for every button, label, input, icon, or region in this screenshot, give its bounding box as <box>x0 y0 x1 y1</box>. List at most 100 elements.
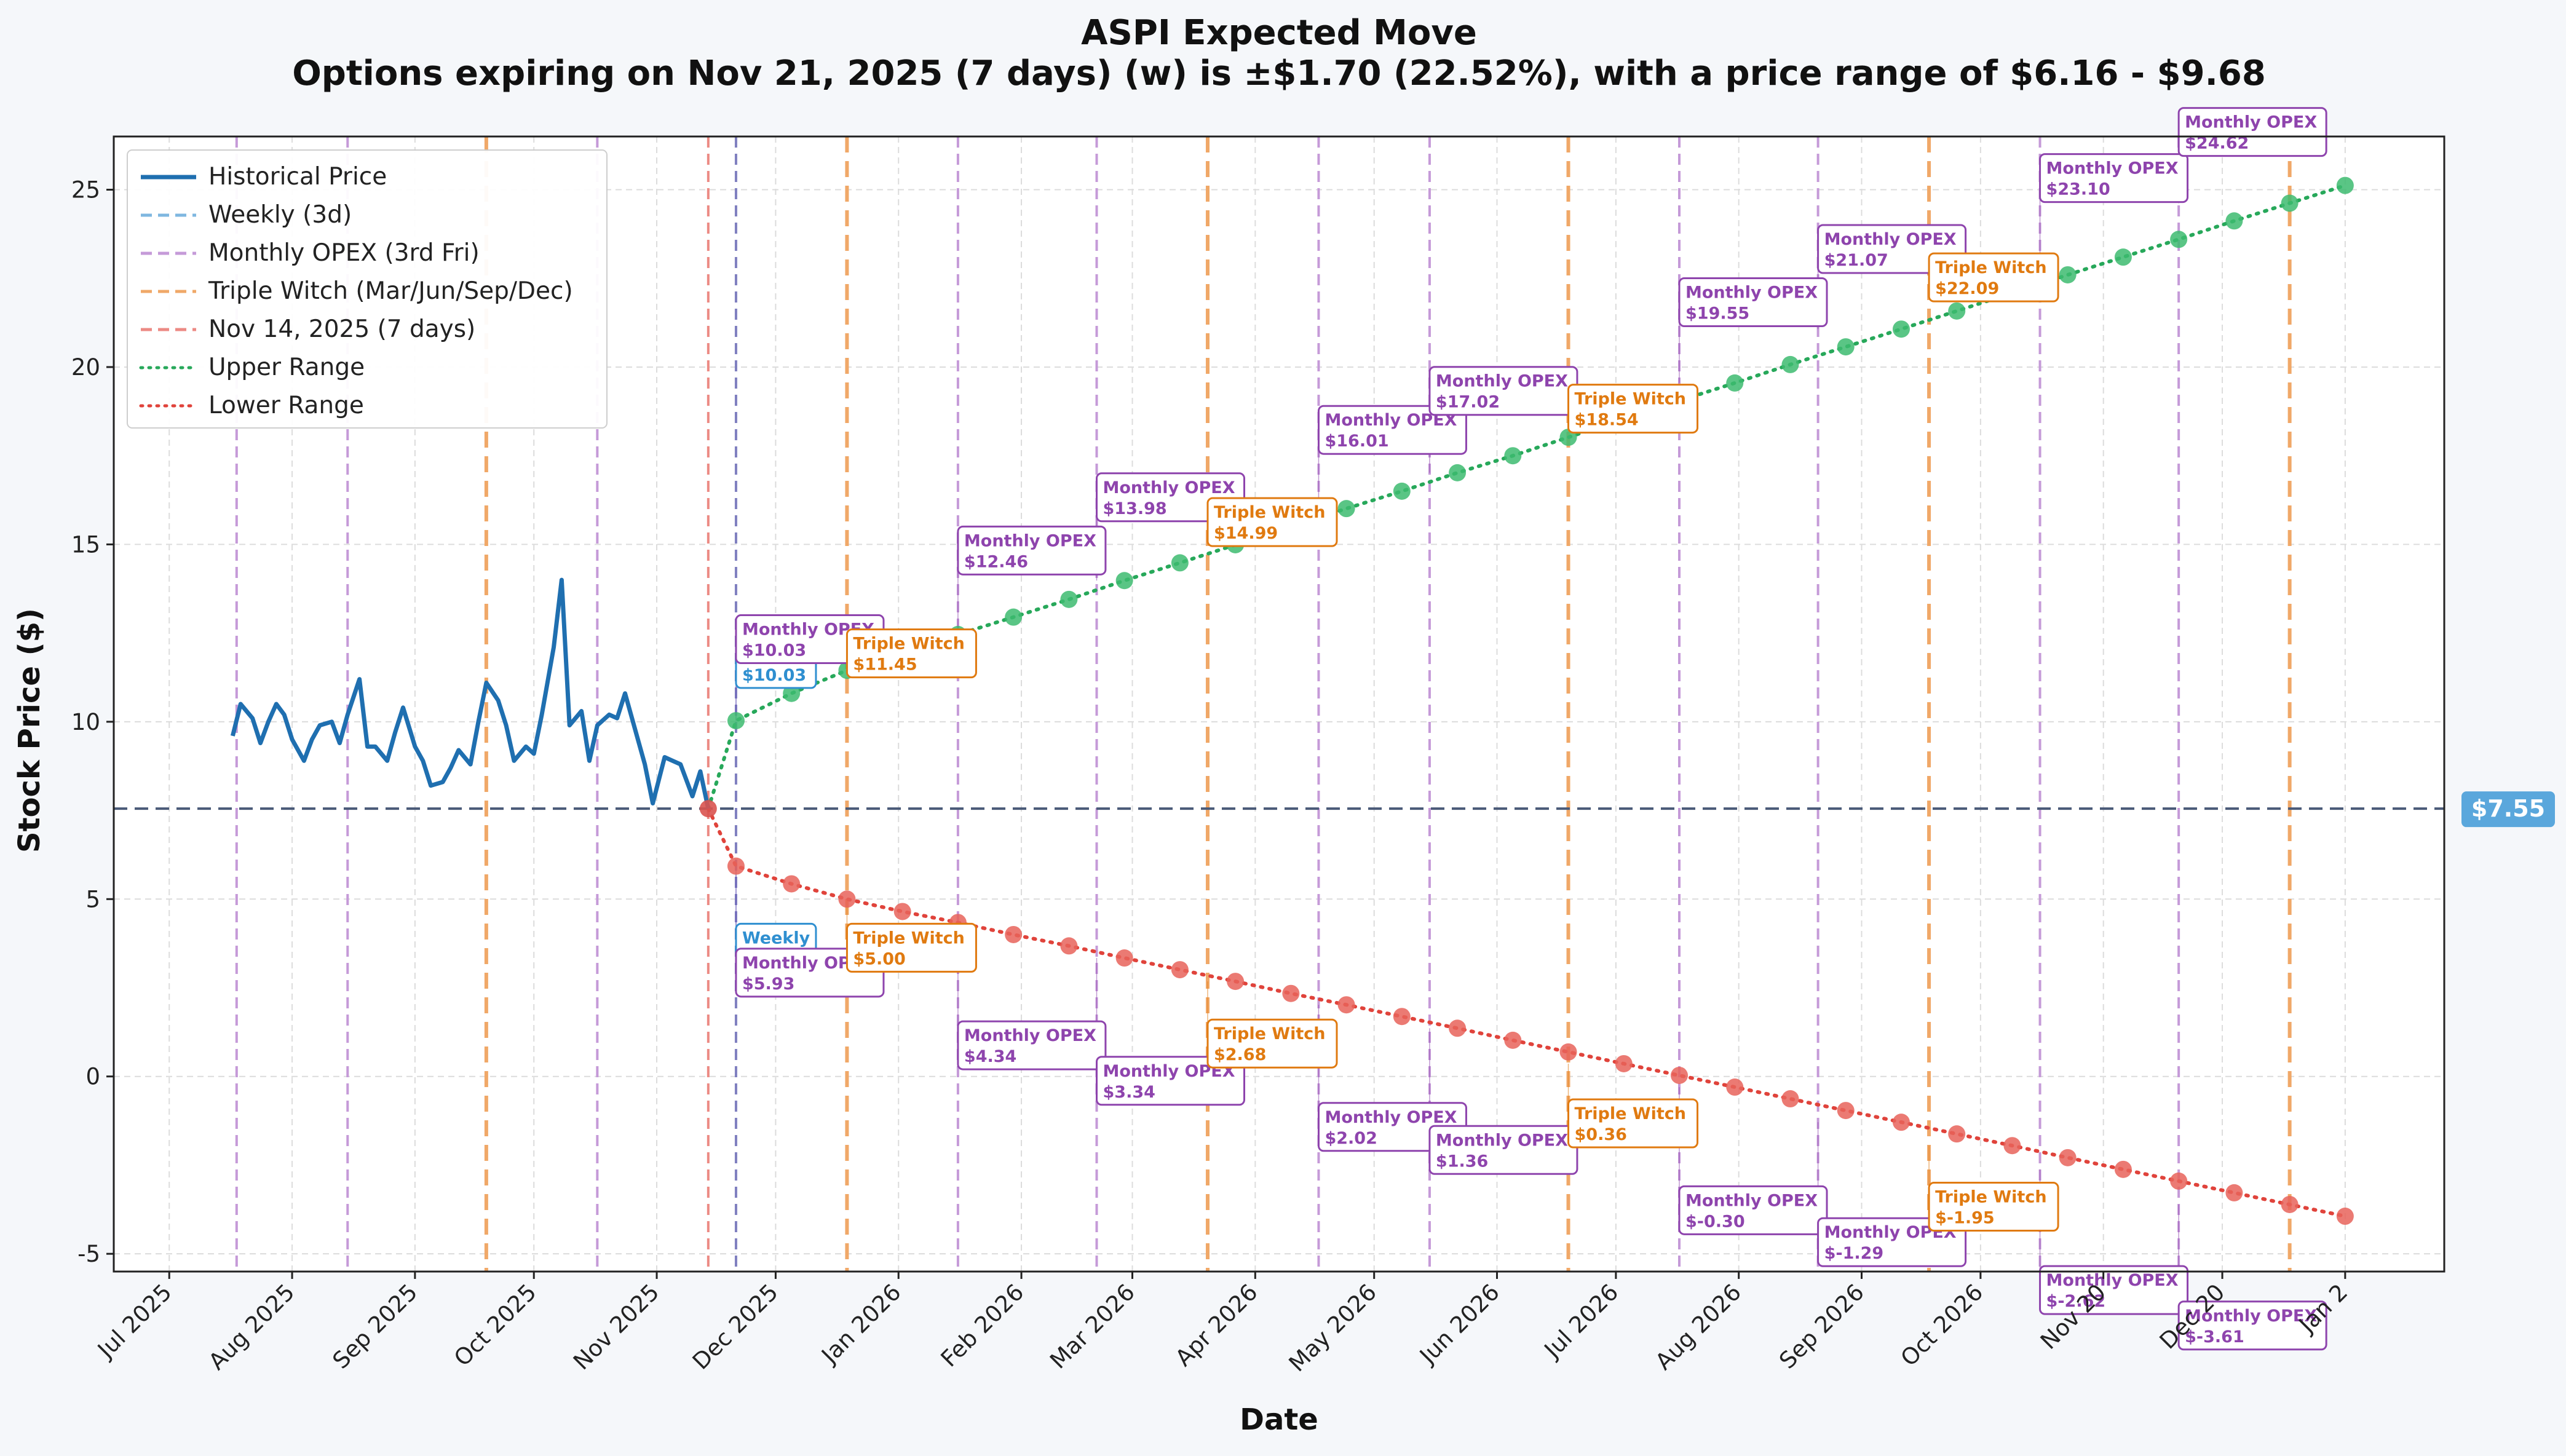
range-marker <box>1449 1019 1467 1037</box>
annotation-value: $5.00 <box>853 949 905 968</box>
chart-title: ASPI Expected Move <box>1081 13 1477 53</box>
annotation-value: $11.45 <box>853 655 917 675</box>
annotation-value: $3.34 <box>1103 1083 1155 1102</box>
annotation-box: Monthly OPEX$-1.29 <box>1817 1217 1967 1267</box>
annotation-value: $22.09 <box>1935 279 1999 298</box>
range-marker <box>1892 320 1910 338</box>
range-marker <box>1282 984 1300 1002</box>
annotation-title: Monthly OPEX <box>2046 1271 2179 1290</box>
annotation-value: $10.03 <box>742 666 806 685</box>
annotation-frame <box>1096 1056 1246 1106</box>
y-tick-label: 25 <box>71 177 100 204</box>
annotation-box: Triple Witch $14.99 <box>1206 497 1338 547</box>
annotation-box: Monthly OPEX $17.02 <box>1428 366 1578 416</box>
annotation-box: Monthly OPEX $23.10 <box>2039 153 2189 204</box>
y-axis-label: Stock Price ($) <box>12 608 47 853</box>
range-marker <box>1393 482 1411 500</box>
legend-label: Lower Range <box>208 392 364 419</box>
annotation-box: Monthly OPEX $-2.62 <box>2039 1265 2189 1315</box>
current-price-badge-bg <box>2461 791 2555 828</box>
legend-label: Monthly OPEX (3rd Fri) <box>208 239 480 267</box>
annotation-title: Monthly OPEX <box>964 1026 1096 1045</box>
chart-subtitle: Options expiring on Nov 21, 2025 (7 days… <box>292 53 2266 93</box>
annotation-frame <box>1928 1182 2059 1232</box>
annotation-box: Monthly OPEX$24.62 <box>2177 107 2327 157</box>
range-marker <box>1449 464 1467 481</box>
annotation-frame <box>1567 384 1699 434</box>
annotation-box: Monthly OPEX$16.01 <box>1317 405 1467 455</box>
annotation-value: $-0.30 <box>1685 1212 1745 1231</box>
legend: Historical Price Weekly (3d) Monthly OPEX … <box>127 149 608 429</box>
annotation-frame <box>1567 1098 1699 1149</box>
annotation-title: Monthly OPEX <box>1436 372 1568 391</box>
annotation-title: Monthly OPEX <box>1325 1108 1457 1127</box>
y-axis: -5 0 5 10 15 20 25 <box>71 177 114 1267</box>
annotation-value: $14.99 <box>1214 524 1278 543</box>
annotation-box: Triple Witch$5.00 <box>845 922 977 973</box>
plot-area: Weekly $10.03 Monthly OPEX $10.03 Triple Wit… <box>71 107 2555 1377</box>
range-marker <box>2281 1195 2299 1213</box>
y-tick-label: 20 <box>71 354 100 381</box>
range-marker <box>2114 248 2132 266</box>
annotation-frame <box>1817 1217 1967 1267</box>
range-marker <box>1559 1043 1577 1061</box>
range-marker <box>783 684 801 702</box>
annotation-value: $10.03 <box>742 641 806 660</box>
annotation-frame <box>957 1020 1107 1070</box>
annotation-title: Triple Witch <box>1935 258 2047 277</box>
range-marker <box>1337 500 1355 518</box>
annotation-title: Monthly OPEX <box>1685 283 1818 303</box>
annotation-title: Triple Witch <box>853 635 965 654</box>
range-marker <box>1227 973 1245 991</box>
range-marker <box>838 890 856 908</box>
annotation-value: $-1.95 <box>1935 1209 1995 1228</box>
range-marker <box>1781 355 1799 373</box>
historical-price-line <box>231 577 711 809</box>
annotation-frame <box>957 525 1107 576</box>
range-marker <box>2059 1149 2077 1166</box>
y-tick-label: 0 <box>85 1064 100 1090</box>
range-marker <box>1005 925 1023 943</box>
range-marker <box>1781 1090 1799 1108</box>
range-marker <box>2170 231 2188 248</box>
annotation-value: $2.02 <box>1325 1129 1377 1148</box>
legend-label: Historical Price <box>208 163 387 191</box>
annotation-value: $17.02 <box>1436 393 1500 412</box>
y-tick-label: 5 <box>85 886 100 912</box>
range-marker <box>1504 447 1522 465</box>
annotation-title: Monthly OPEX <box>2185 1307 2317 1326</box>
range-marker <box>2225 1184 2243 1201</box>
annotation-box: Triple Witch $18.54 <box>1567 384 1699 434</box>
annotation-title: Triple Witch <box>853 928 965 948</box>
range-marker <box>1171 961 1189 979</box>
annotation-box: Monthly OPEX$19.55 <box>1678 277 1828 328</box>
annotation-value: $16.01 <box>1325 432 1388 451</box>
annotation-box: Monthly OPEX$3.34 <box>1096 1056 1246 1106</box>
range-marker <box>1005 608 1023 626</box>
range-marker <box>1671 1066 1689 1084</box>
range-marker <box>1060 937 1078 955</box>
legend-label: Nov 14, 2025 (7 days) <box>208 315 475 343</box>
annotation-title: Weekly <box>742 928 810 948</box>
range-marker <box>2225 212 2243 230</box>
annotation-frame <box>845 922 977 973</box>
current-price-marker <box>699 800 717 818</box>
annotation-box: Monthly OPEX $4.34 <box>957 1020 1107 1070</box>
annotation-frame <box>1206 497 1338 547</box>
annotation-value: $5.93 <box>742 975 794 994</box>
annotation-title: Triple Witch <box>1214 1024 1325 1043</box>
range-marker <box>2336 176 2354 194</box>
annotation-frame <box>2039 1265 2189 1315</box>
range-marker <box>2281 194 2299 212</box>
range-marker <box>2003 1137 2021 1155</box>
annotation-title: Triple Witch <box>1575 390 1687 409</box>
annotation-value: $-3.61 <box>2185 1327 2244 1347</box>
range-marker <box>727 712 745 730</box>
annotation-box: Triple Witch $22.09 <box>1928 252 2059 303</box>
annotation-frame <box>845 628 977 679</box>
annotation-value: $-2.62 <box>2046 1292 2106 1311</box>
range-marker <box>2059 266 2077 283</box>
annotation-box: Triple Witch$11.45 <box>845 628 977 679</box>
range-marker <box>1504 1031 1522 1049</box>
range-marker <box>1892 1114 1910 1131</box>
